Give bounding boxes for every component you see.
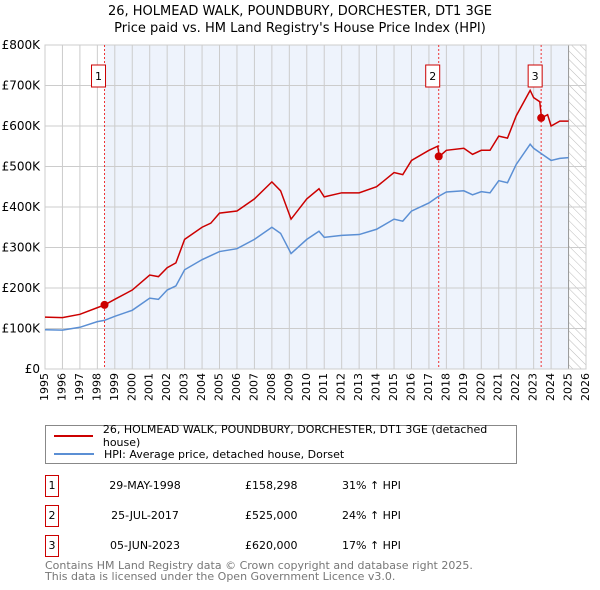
sale-label-box — [425, 64, 441, 88]
x-tick-label: 2010 — [300, 373, 313, 401]
y-tick-label: £300K — [2, 241, 42, 255]
sale-point — [434, 152, 443, 161]
property-swatch — [54, 435, 93, 437]
sale-label: 2 — [429, 70, 436, 83]
hpi-delta: 31% ↑ HPI — [342, 479, 401, 492]
x-tick-label: 1997 — [73, 373, 86, 401]
x-tick-label: 2005 — [213, 373, 226, 401]
sale-price: £525,000 — [245, 509, 298, 522]
y-tick-label: £100K — [2, 322, 42, 336]
property-line — [44, 88, 569, 319]
sale-date: 05-JUN-2023 — [109, 539, 181, 552]
x-tick-label: 2012 — [335, 373, 348, 401]
sale-point — [537, 113, 546, 122]
x-tick-label: 2007 — [247, 373, 260, 401]
footer: Contains HM Land Registry data © Crown c… — [45, 560, 473, 582]
y-tick-label: £0 — [25, 362, 40, 376]
legend-item-property: 26, HOLMEAD WALK, POUNDBURY, DORCHESTER,… — [54, 423, 516, 449]
sale-label: 3 — [532, 70, 539, 83]
plot-border — [44, 44, 587, 370]
y-tick-label: £500K — [2, 160, 42, 174]
footer-line-1: Contains HM Land Registry data © Crown c… — [45, 559, 473, 572]
x-tick-label: 2008 — [265, 373, 278, 401]
y-tick-label: £700K — [2, 79, 42, 93]
legend: 26, HOLMEAD WALK, POUNDBURY, DORCHESTER,… — [45, 423, 517, 464]
x-tick-label: 2018 — [439, 373, 452, 401]
sale-label: 1 — [95, 70, 102, 83]
sale-label-box — [91, 64, 107, 88]
x-tick-label: 2020 — [474, 373, 487, 401]
hpi-swatch — [54, 453, 94, 455]
x-tick-label: 1996 — [55, 373, 68, 401]
x-tick-label: 2014 — [370, 373, 383, 401]
transaction-row: 2 25-JUL-2017 £525,000 24% ↑ HPI — [45, 505, 445, 527]
y-tick-label: £400K — [2, 200, 42, 214]
x-tick-label: 2009 — [282, 373, 295, 401]
sale-point — [100, 300, 109, 309]
sale-date: 25-JUL-2017 — [111, 509, 179, 522]
y-tick-label: £800K — [2, 38, 42, 52]
hpi-line — [44, 142, 569, 331]
x-tick-label: 2013 — [352, 373, 365, 401]
x-tick-label: 2022 — [509, 373, 522, 401]
title-line-2: Price paid vs. HM Land Registry's House … — [114, 21, 486, 36]
transaction-row: 3 05-JUN-2023 £620,000 17% ↑ HPI — [45, 535, 445, 557]
hpi-delta: 24% ↑ HPI — [342, 509, 401, 522]
legend-item-hpi: HPI: Average price, detached house, Dors… — [54, 445, 344, 463]
x-tick-label: 2024 — [544, 373, 557, 401]
y-tick-label: £600K — [2, 119, 42, 133]
x-tick-label: 2003 — [178, 373, 191, 401]
x-tick-label: 2026 — [579, 373, 592, 401]
legend-label: HPI: Average price, detached house, Dors… — [104, 447, 345, 461]
sale-price: £158,298 — [245, 479, 298, 492]
x-tick-label: 2019 — [457, 373, 470, 401]
chart-title: 26, HOLMEAD WALK, POUNDBURY, DORCHESTER,… — [0, 3, 600, 37]
x-tick-label: 2006 — [230, 373, 243, 401]
transaction-row: 1 29-MAY-1998 £158,298 31% ↑ HPI — [45, 475, 445, 497]
x-tick-label: 2021 — [492, 373, 505, 401]
hpi-delta: 17% ↑ HPI — [342, 539, 401, 552]
x-tick-label: 2004 — [195, 373, 208, 401]
marker-badge: 3 — [45, 535, 59, 557]
x-tick-label: 2001 — [143, 373, 156, 401]
sale-date: 29-MAY-1998 — [109, 479, 181, 492]
x-tick-label: 2011 — [317, 373, 330, 401]
x-tick-label: 2002 — [160, 373, 173, 401]
x-tick-label: 1998 — [90, 373, 103, 401]
marker-badge: 1 — [45, 475, 59, 497]
x-tick-label: 2000 — [125, 373, 138, 401]
marker-badge: 2 — [45, 505, 59, 527]
y-tick-label: £200K — [2, 281, 42, 295]
price-chart: 1995 1996 1997 1998 1999 2000 2001 2002 2003 2004… — [2, 38, 592, 401]
x-tick-label: 1995 — [38, 373, 51, 401]
x-tick-label: 2016 — [404, 373, 417, 401]
x-tick-label: 2015 — [387, 373, 400, 401]
sale-label-box — [527, 64, 543, 88]
footer-line-2: This data is licensed under the Open Gov… — [45, 570, 396, 583]
x-tick-label: 1999 — [108, 373, 121, 401]
x-tick-label: 2025 — [562, 373, 575, 401]
sale-price: £620,000 — [245, 539, 298, 552]
x-tick-label: 2017 — [422, 373, 435, 401]
legend-label: 26, HOLMEAD WALK, POUNDBURY, DORCHESTER,… — [102, 423, 488, 449]
x-tick-label: 2023 — [527, 373, 540, 401]
title-line-1: 26, HOLMEAD WALK, POUNDBURY, DORCHESTER,… — [107, 4, 493, 19]
